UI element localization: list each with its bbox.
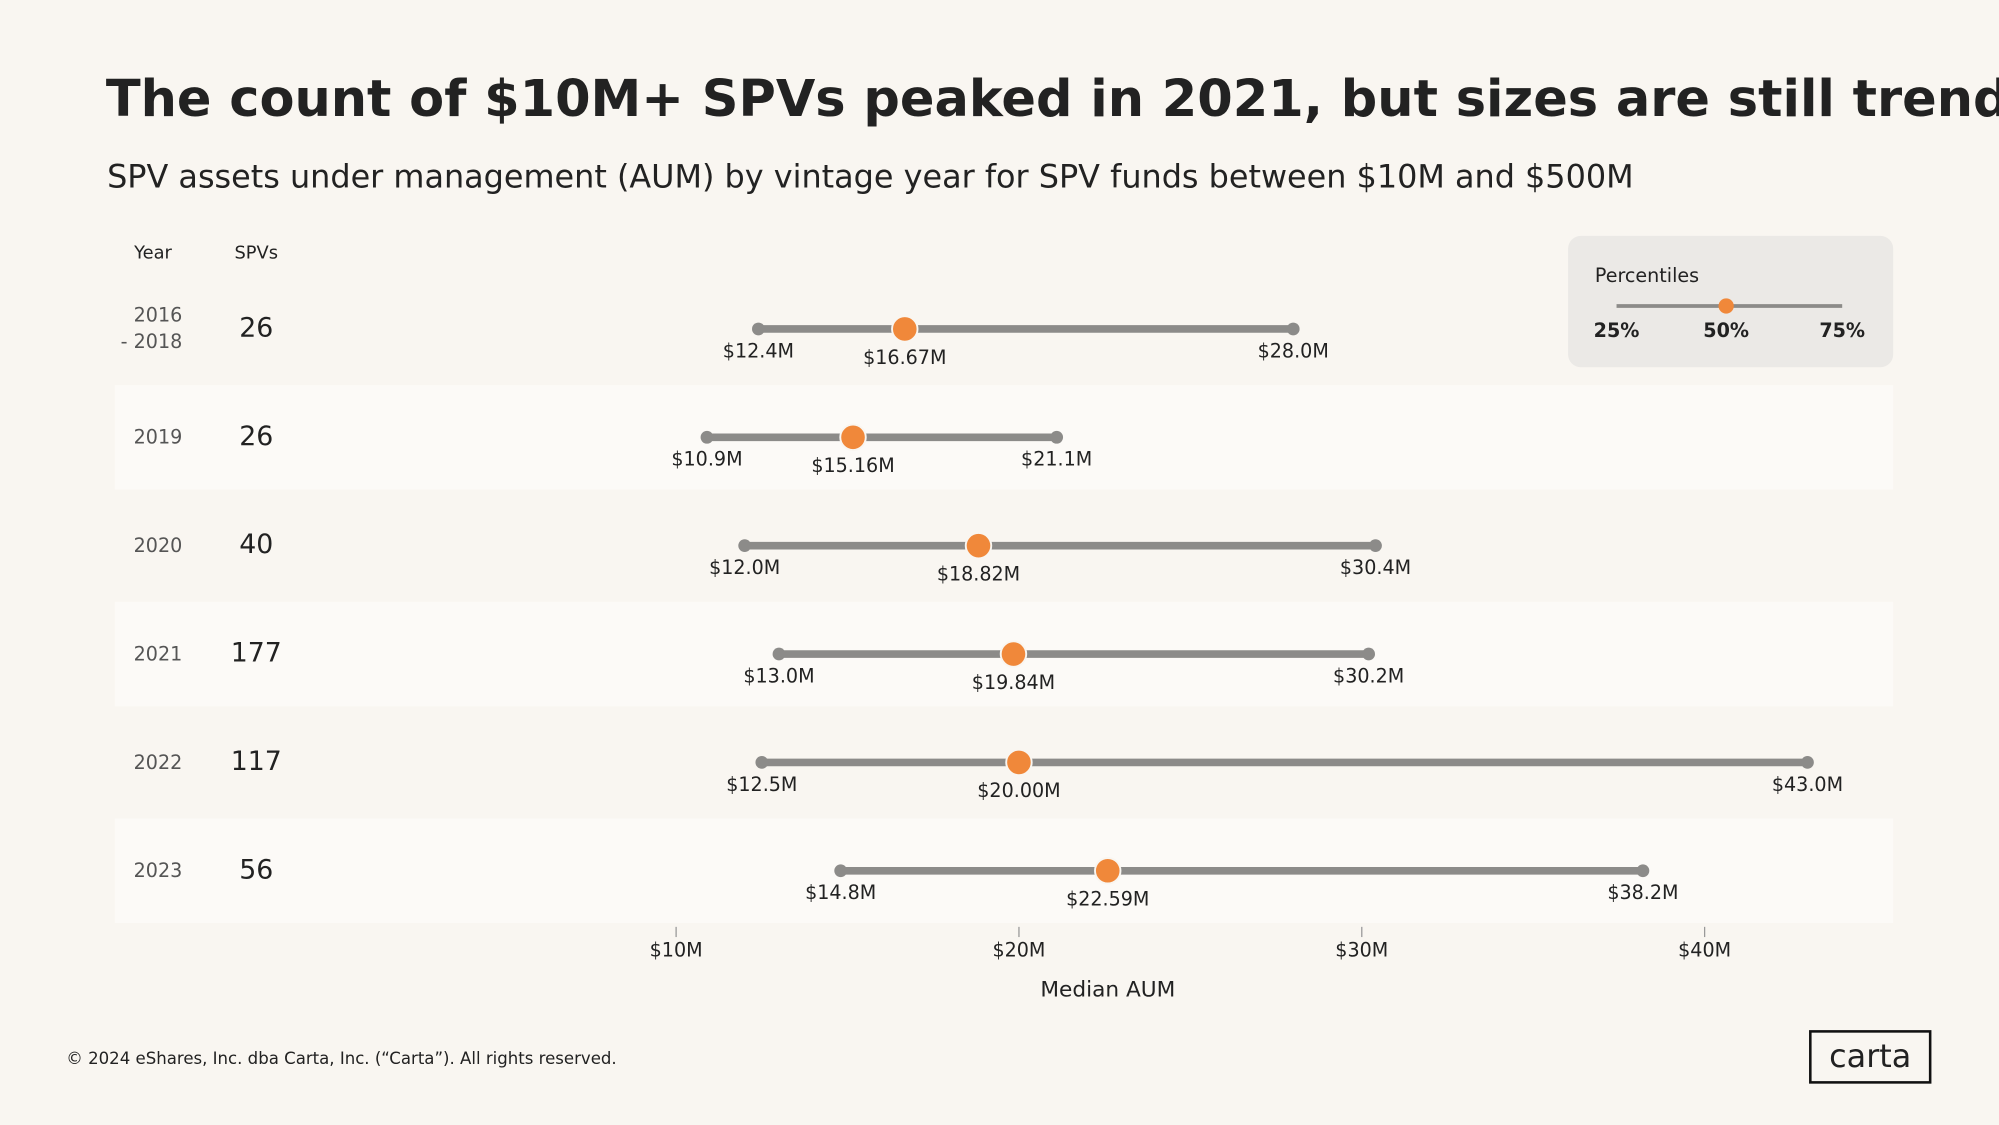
- spv-count: 56: [239, 854, 273, 885]
- legend-label: 75%: [1819, 319, 1865, 342]
- x-tick-label: $30M: [1335, 939, 1388, 962]
- year-label-box: 2020: [133, 533, 183, 557]
- median-dot: [891, 315, 919, 343]
- year-label: 2023: [133, 858, 183, 882]
- chart-subtitle: SPV assets under management (AUM) by vin…: [107, 158, 1634, 196]
- end-dot: [834, 864, 848, 878]
- end-dot: [752, 322, 765, 336]
- legend-label: 25%: [1594, 319, 1640, 342]
- year-label-box: 2023: [133, 858, 183, 882]
- value-label: $21.1M: [1021, 448, 1092, 471]
- year-label-box: 2016 - 2018: [120, 303, 183, 354]
- spv-count: 26: [239, 421, 273, 452]
- x-axis-label: Median AUM: [1040, 978, 1175, 1003]
- value-label: $38.2M: [1607, 881, 1678, 904]
- year-label-box: 2019: [133, 425, 183, 449]
- value-label: $19.84M: [972, 671, 1055, 694]
- median-dot: [1094, 857, 1122, 885]
- end-dot: [1636, 864, 1650, 878]
- logo: carta: [1829, 1037, 1911, 1075]
- end-dot: [755, 756, 769, 769]
- legend-dot: [1718, 298, 1734, 314]
- value-label: $10.9M: [671, 448, 742, 471]
- x-tick-label: $10M: [650, 939, 703, 962]
- value-label: $30.2M: [1333, 664, 1404, 687]
- spv-count: 117: [231, 746, 282, 777]
- value-label: $14.8M: [805, 881, 876, 904]
- chart-title: The count of $10M+ SPVs peaked in 2021, …: [106, 70, 1999, 129]
- end-dot: [738, 539, 752, 553]
- value-label: $28.0M: [1258, 339, 1329, 362]
- value-label: $16.67M: [863, 346, 946, 369]
- x-tick-label: $20M: [992, 939, 1045, 962]
- end-dot: [1369, 539, 1382, 553]
- legend-label: 50%: [1703, 319, 1749, 342]
- x-tick-label: $40M: [1678, 939, 1731, 962]
- column-header: SPVs: [234, 243, 278, 264]
- value-label: $22.59M: [1066, 888, 1149, 911]
- value-label: $20.00M: [977, 779, 1060, 802]
- footer: © 2024 eShares, Inc. dba Carta, Inc. (“C…: [66, 1049, 616, 1068]
- year-label: 2016 - 2018: [120, 303, 183, 354]
- end-dot: [1286, 322, 1300, 336]
- year-label-box: 2021: [133, 641, 183, 665]
- logo-box: [1809, 1030, 1932, 1084]
- spv-count: 40: [239, 529, 273, 560]
- median-dot: [964, 531, 993, 560]
- spv-count: 26: [239, 312, 273, 343]
- value-label: $12.4M: [723, 339, 794, 362]
- median-dot: [839, 423, 867, 452]
- value-label: $30.4M: [1340, 556, 1411, 579]
- value-label: $43.0M: [1772, 773, 1843, 796]
- spv-count: 177: [231, 638, 282, 669]
- column-header: Year: [133, 243, 172, 264]
- value-label: $18.82M: [937, 562, 1020, 585]
- year-label: 2022: [133, 750, 183, 774]
- value-label: $13.0M: [743, 664, 814, 687]
- year-label: 2020: [133, 533, 183, 557]
- legend-title: Percentiles: [1595, 264, 1699, 287]
- end-dot: [772, 647, 786, 661]
- end-dot: [700, 430, 714, 444]
- year-label-box: 2022: [133, 750, 183, 774]
- value-label: $12.0M: [709, 556, 780, 579]
- median-dot: [999, 640, 1028, 668]
- median-dot: [1005, 748, 1033, 777]
- value-label: $15.16M: [811, 454, 894, 477]
- year-label: 2019: [133, 425, 183, 449]
- year-label: 2021: [133, 641, 183, 665]
- end-dot: [1801, 756, 1814, 769]
- value-label: $12.5M: [726, 773, 797, 796]
- end-dot: [1050, 430, 1064, 444]
- end-dot: [1362, 647, 1376, 661]
